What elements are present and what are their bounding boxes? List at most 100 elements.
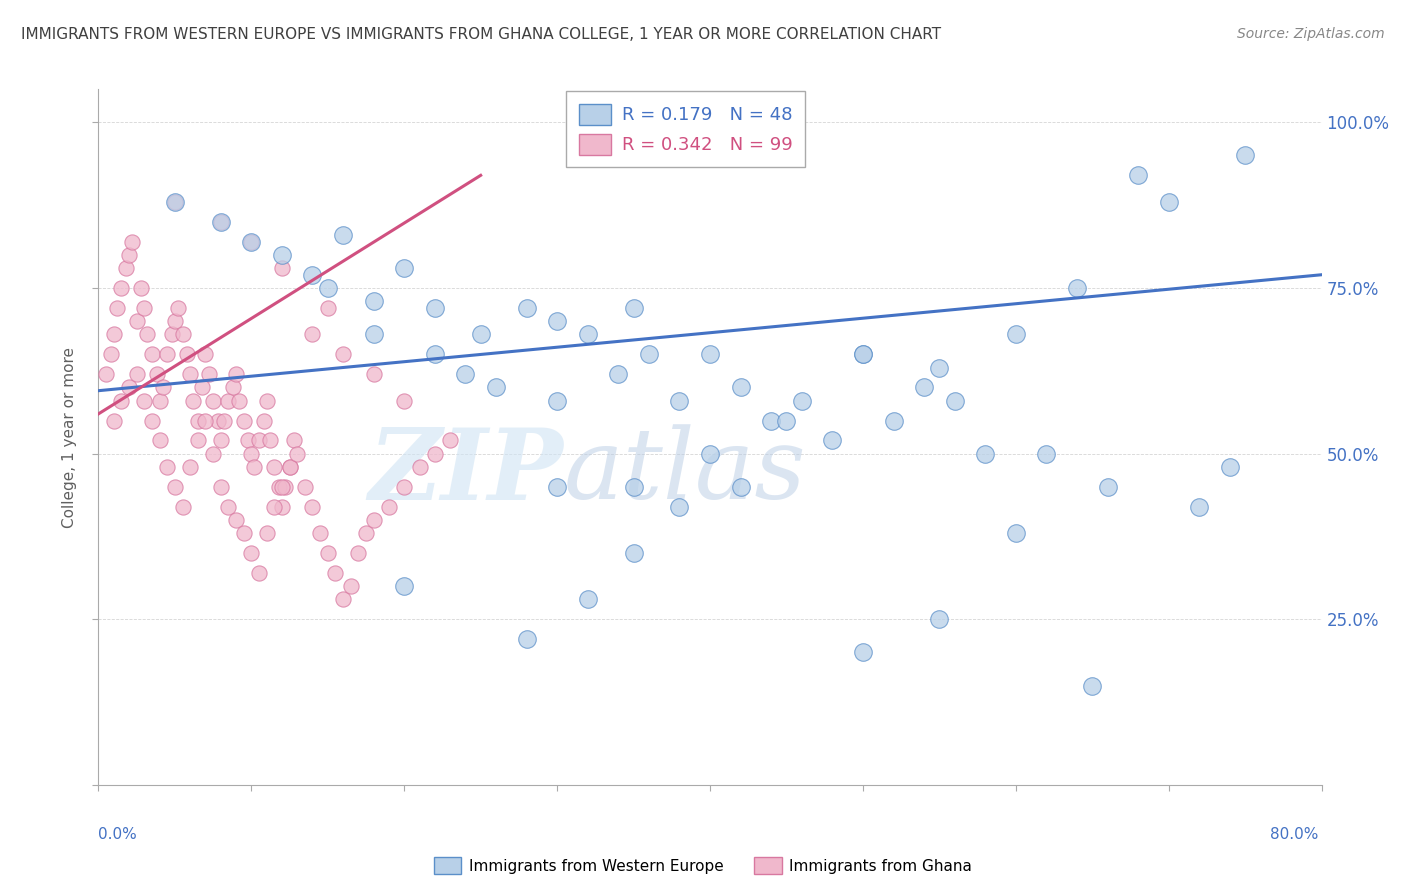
Point (423, 347, 446, 361)
Point (485, 380, 508, 394)
Point (1004, 526, 1026, 541)
Point (156, 347, 179, 361)
Point (1157, 194, 1180, 209)
Point (103, 327, 125, 342)
Point (156, 459, 179, 474)
Point (332, 227, 354, 242)
Point (852, 347, 875, 361)
Point (1188, 500, 1211, 514)
Point (325, 566, 347, 580)
Point (225, 367, 247, 381)
Point (152, 380, 174, 394)
Point (912, 380, 935, 394)
Point (821, 434, 844, 448)
Point (238, 434, 260, 448)
Point (392, 393, 416, 408)
Point (194, 347, 217, 361)
Point (270, 248, 292, 262)
Point (163, 194, 186, 209)
Point (179, 459, 201, 474)
Point (209, 215, 232, 229)
Point (141, 347, 163, 361)
Point (209, 215, 232, 229)
Point (240, 546, 263, 560)
Point (408, 459, 430, 474)
Point (240, 447, 263, 461)
Point (110, 281, 132, 295)
Point (160, 327, 183, 342)
Y-axis label: College, 1 year or more: College, 1 year or more (62, 347, 77, 527)
Point (115, 261, 138, 276)
Legend: R = 0.179   N = 48, R = 0.342   N = 99: R = 0.179 N = 48, R = 0.342 N = 99 (565, 91, 806, 168)
Point (852, 645, 875, 659)
Point (194, 413, 217, 427)
Text: IMMIGRANTS FROM WESTERN EUROPE VS IMMIGRANTS FROM GHANA COLLEGE, 1 YEAR OR MORE : IMMIGRANTS FROM WESTERN EUROPE VS IMMIGR… (21, 27, 941, 42)
Point (730, 380, 752, 394)
Text: Source: ZipAtlas.com: Source: ZipAtlas.com (1237, 27, 1385, 41)
Point (222, 380, 245, 394)
Point (301, 268, 323, 282)
Point (316, 546, 339, 560)
Point (576, 327, 599, 342)
Point (103, 413, 125, 427)
Point (1128, 169, 1150, 183)
Point (94, 367, 117, 381)
Point (136, 327, 159, 342)
Point (928, 612, 950, 626)
Point (270, 500, 292, 514)
Point (623, 301, 645, 315)
Point (363, 513, 385, 527)
Point (378, 500, 401, 514)
Point (217, 500, 239, 514)
Point (1081, 679, 1104, 693)
Point (176, 347, 198, 361)
Point (363, 367, 385, 381)
Point (699, 447, 721, 461)
Point (699, 347, 721, 361)
Point (163, 480, 186, 494)
Point (228, 393, 250, 408)
Point (270, 480, 292, 494)
Point (225, 513, 247, 527)
Point (240, 235, 263, 249)
Point (470, 327, 492, 342)
Point (270, 261, 292, 276)
Point (363, 294, 385, 309)
Point (129, 281, 152, 295)
Point (392, 579, 416, 593)
Point (134, 301, 156, 315)
Point (125, 314, 148, 328)
Point (1097, 480, 1119, 494)
Point (1004, 327, 1026, 342)
Point (301, 327, 323, 342)
Point (187, 434, 209, 448)
Point (207, 413, 229, 427)
Point (181, 393, 204, 408)
Point (217, 393, 239, 408)
Point (1234, 148, 1257, 162)
Point (1035, 447, 1057, 461)
Point (179, 367, 201, 381)
Point (243, 459, 266, 474)
Point (278, 459, 301, 474)
Point (730, 480, 752, 494)
Point (576, 592, 599, 607)
Point (118, 248, 141, 262)
Point (267, 480, 290, 494)
Point (283, 434, 305, 448)
Point (197, 367, 219, 381)
Point (274, 480, 297, 494)
Point (668, 393, 690, 408)
Point (790, 393, 813, 408)
Point (623, 480, 645, 494)
Point (546, 480, 568, 494)
Point (187, 413, 209, 427)
Point (191, 380, 214, 394)
Point (125, 367, 148, 381)
Point (637, 347, 661, 361)
Point (202, 447, 225, 461)
Point (943, 393, 966, 408)
Point (623, 546, 645, 560)
Point (301, 500, 323, 514)
Point (121, 235, 143, 249)
